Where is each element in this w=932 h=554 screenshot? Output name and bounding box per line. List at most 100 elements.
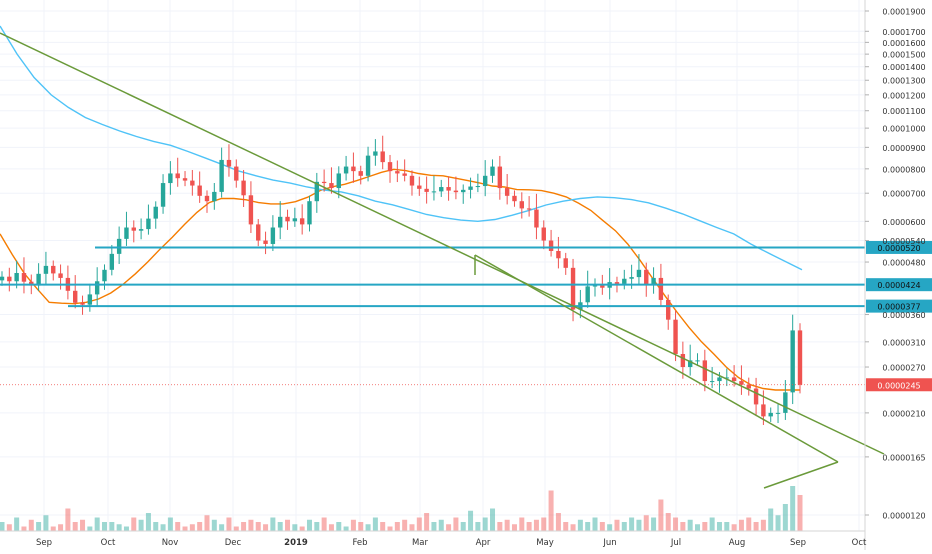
candle-body [409,175,415,186]
volume-bar [336,522,342,531]
candle-body [226,159,232,167]
volume-bar [358,522,364,531]
candle-body [212,191,217,202]
volume-bar [350,519,356,531]
candle-body [153,206,158,219]
candle-body [256,224,261,241]
candle-body [102,269,107,282]
candle-body [204,195,210,202]
volume-bar [255,522,261,531]
volume-bar [599,522,605,531]
volume-bar [248,519,254,531]
x-tick-label: Oct [101,538,116,548]
y-tick-label: 0.0001900 [882,8,925,17]
candle-body [263,240,268,244]
candle-body [453,190,459,193]
volume-bar [109,522,115,531]
candle-body [622,278,627,284]
volume-bar [585,522,591,531]
candle-body [482,175,488,187]
y-tick-label: 0.0000310 [882,338,925,347]
candle-body [731,377,737,382]
current-price-label: 0.0000245 [877,381,920,390]
volume-bar [101,522,107,531]
volume-bar [0,522,5,531]
candle-body [51,265,56,274]
volume-bar [204,515,210,531]
volume-bar [614,519,620,531]
volume-bar [343,526,349,531]
x-tick-label: Aug [729,538,746,548]
candle-body [278,216,283,228]
candle-body [285,216,290,222]
volume-bar [797,495,803,531]
candle-body [658,277,664,300]
candle-body [497,166,503,189]
volume-bar [387,526,393,531]
volume-bar [526,522,532,531]
candle-body [0,276,5,281]
x-tick-label: Sep [790,538,806,548]
x-tick-label: Mar [412,538,429,548]
volume-bar [292,524,298,531]
candle-body [365,155,371,176]
candle-body [234,166,239,181]
candle-body [512,195,517,202]
volume-bar [328,524,334,531]
candle-body [644,269,649,286]
candle-body [351,166,356,172]
volume-bar [270,517,276,531]
trendline [0,32,885,455]
volume-bar [716,522,722,531]
volume-bar [760,519,766,531]
volume-bar [306,519,312,531]
price-level-tag [866,278,932,292]
candle-body [461,189,466,193]
candle-body [14,273,19,282]
volume-bar [687,519,693,531]
volume-bar [116,524,122,531]
candle-body [160,183,166,207]
candle-body [614,282,620,284]
volume-bar [211,519,217,531]
volume-bar [394,522,400,531]
volume-bar [285,519,291,531]
volume-bars [0,486,803,531]
volume-bar [541,517,547,531]
volume-bar [511,524,517,531]
volume-bar [233,526,239,531]
candle-body [585,286,590,303]
candle-body [402,173,407,176]
volume-bar [563,522,569,531]
volume-bar [768,508,774,531]
y-tick-label: 0.0000120 [882,512,925,521]
candle-body [131,227,136,231]
volume-bar [182,526,188,531]
candle-body [36,273,41,286]
volume-bar [365,524,371,531]
candle-body [519,201,524,209]
volume-bar [28,519,34,531]
price-level-label: 0.0000424 [877,281,920,290]
candle-body [58,273,63,278]
volume-bar [607,524,613,531]
candle-body [321,181,327,184]
volume-bar [80,519,86,531]
candle-body [790,330,795,393]
candle-body [446,187,451,191]
volume-bar [468,510,474,531]
y-tick-label: 0.0000700 [882,190,925,199]
x-tick-label: 2019 [284,538,308,548]
volume-bar [782,504,788,531]
trendline [763,461,839,489]
candle-body [73,290,78,303]
volume-bar [14,517,20,531]
candle-body [424,188,429,192]
candle-body [197,185,202,196]
candle-body [797,330,803,385]
price-level-tag [866,299,932,313]
candle-body [168,173,173,184]
volume-bar [43,515,49,531]
volume-bar [263,524,269,531]
trendline [474,254,839,463]
